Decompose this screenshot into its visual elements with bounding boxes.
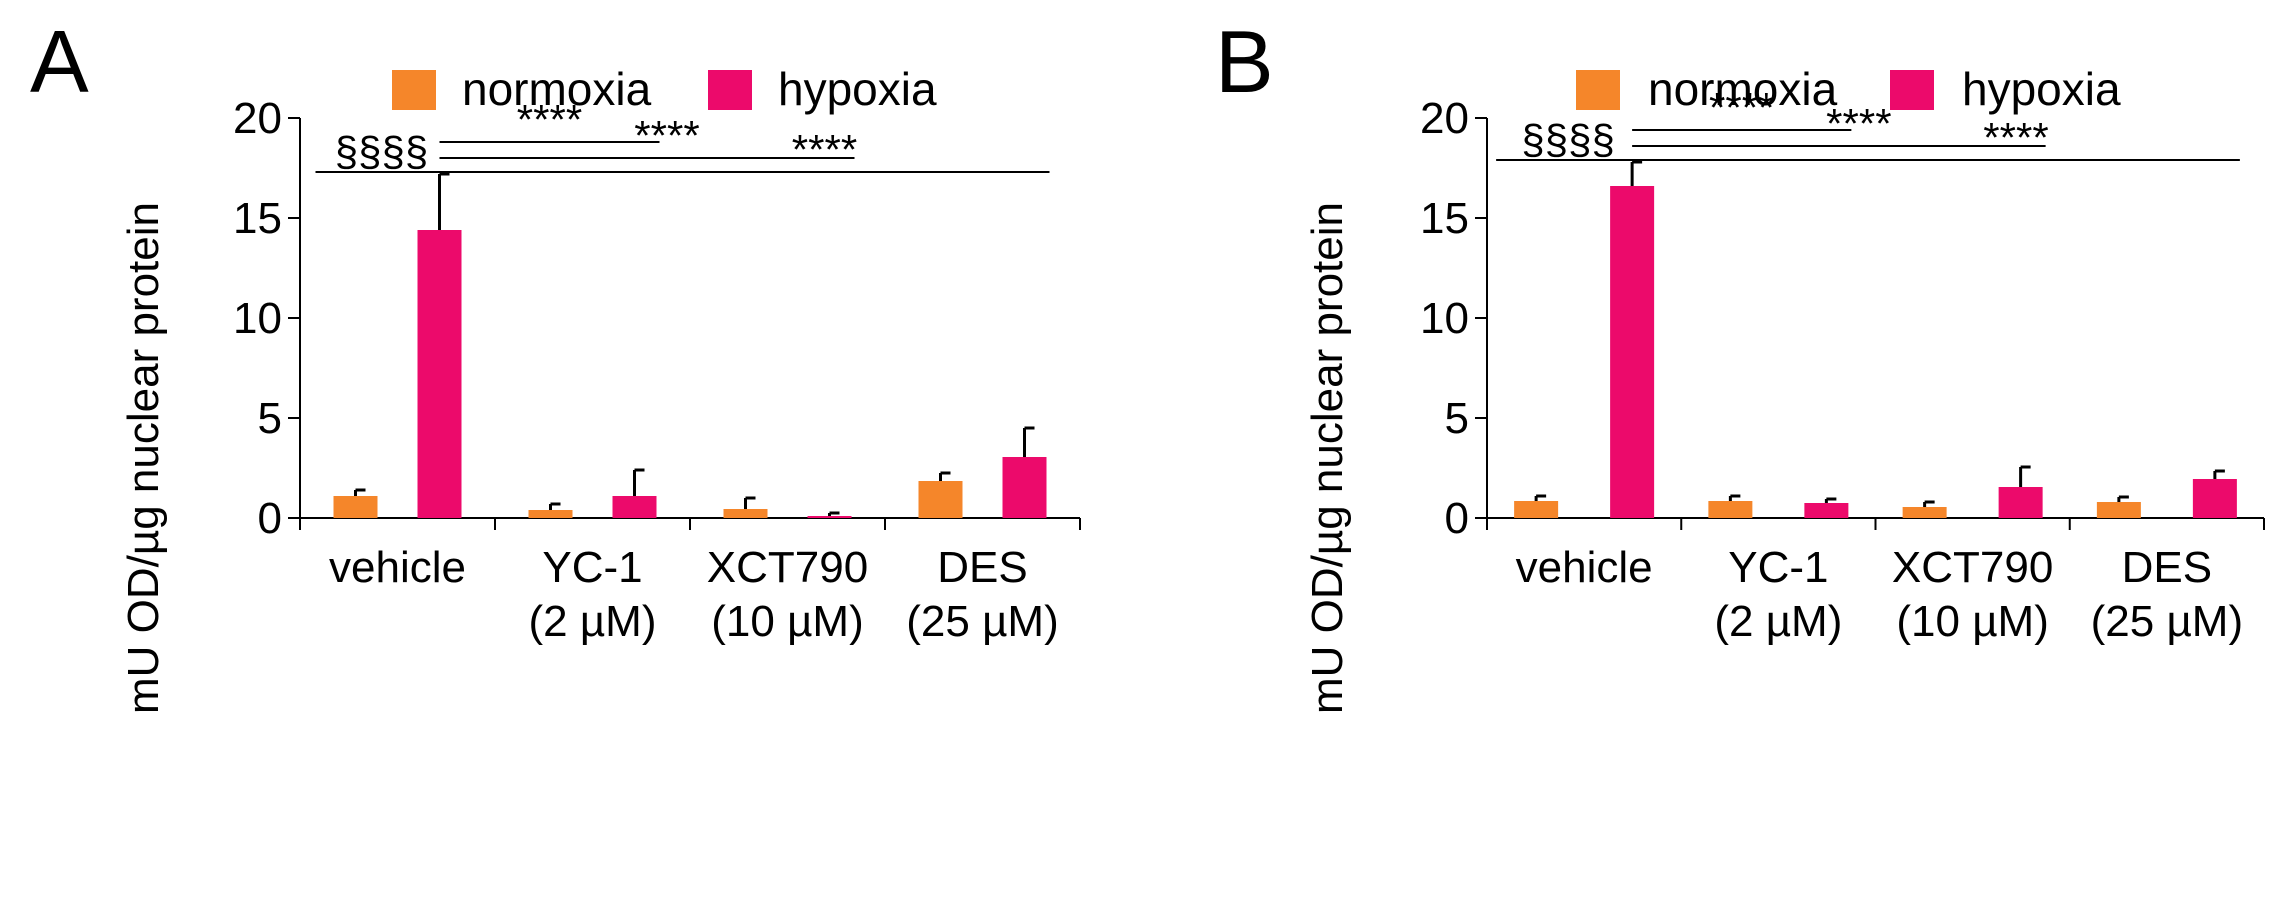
significance-label-section: §§§§ xyxy=(335,128,428,175)
significance-label-section: §§§§ xyxy=(1521,116,1614,163)
x-category-label: (2 µM) xyxy=(1714,597,1842,646)
x-category-label: XCT790 xyxy=(707,543,868,592)
significance-label-stars: **** xyxy=(1983,114,2048,161)
bar-hypoxia xyxy=(612,496,657,518)
bar-hypoxia xyxy=(1804,503,1849,518)
bar-normoxia xyxy=(1902,507,1947,518)
legend-normoxia-swatch xyxy=(1576,70,1620,110)
x-category-label: vehicle xyxy=(329,543,466,592)
bar-hypoxia xyxy=(2192,479,2237,518)
panel-a-letter: A xyxy=(30,12,89,111)
x-category-label: (25 µM) xyxy=(2091,597,2243,646)
significance-label-stars: **** xyxy=(792,126,857,173)
bar-normoxia xyxy=(723,509,768,518)
bar-normoxia xyxy=(1514,501,1559,518)
y-tick-label: 15 xyxy=(233,194,282,243)
y-tick-label: 0 xyxy=(258,494,282,543)
x-category-label: (10 µM) xyxy=(1896,597,2048,646)
legend-hypoxia-swatch xyxy=(708,70,752,110)
x-category-label: DES xyxy=(2122,543,2212,592)
legend-hypoxia-label: hypoxia xyxy=(1962,63,2121,115)
bar-normoxia xyxy=(1708,501,1753,518)
x-category-label: YC-1 xyxy=(1728,543,1828,592)
x-category-label: (10 µM) xyxy=(711,597,863,646)
y-tick-label: 5 xyxy=(1445,394,1469,443)
bar-hypoxia xyxy=(417,230,462,518)
significance-label-stars: **** xyxy=(517,96,582,143)
legend-normoxia-label: normoxia xyxy=(462,63,652,115)
y-tick-label: 10 xyxy=(233,294,282,343)
x-category-label: (2 µM) xyxy=(528,597,656,646)
bar-hypoxia xyxy=(1998,487,2043,518)
bar-hypoxia xyxy=(1610,186,1655,518)
x-category-label: XCT790 xyxy=(1892,543,2053,592)
y-tick-label: 15 xyxy=(1420,194,1469,243)
bar-hypoxia xyxy=(807,516,852,518)
panel-b-letter: B xyxy=(1215,12,1274,111)
legend-hypoxia-swatch xyxy=(1890,70,1934,110)
x-category-label: YC-1 xyxy=(542,543,642,592)
bar-normoxia xyxy=(2096,502,2141,518)
x-category-label: (25 µM) xyxy=(906,597,1058,646)
panel-b: B normoxia hypoxia mU OD/µg nuclear prot… xyxy=(1215,12,2265,714)
bar-normoxia xyxy=(528,510,573,518)
plot-area: 0 5 10 15 20 vehicle YC-1 (2 µM) XCT790 (10 µM) DE… xyxy=(1420,84,2265,646)
y-axis-label: mU OD/µg nuclear protein xyxy=(119,202,168,714)
significance-label-stars: **** xyxy=(634,112,699,159)
y-axis-label: mU OD/µg nuclear protein xyxy=(1303,202,1352,714)
y-tick-label: 0 xyxy=(1445,494,1469,543)
significance-label-stars: **** xyxy=(1826,100,1891,147)
bar-normoxia xyxy=(333,496,378,518)
legend-hypoxia-label: hypoxia xyxy=(778,63,937,115)
significance-label-stars: **** xyxy=(1709,84,1774,131)
y-tick-label: 10 xyxy=(1420,294,1469,343)
legend-normoxia-swatch xyxy=(392,70,436,110)
panel-a: A normoxia hypoxia mU OD/µg nuclear prot… xyxy=(30,12,1081,714)
bar-normoxia xyxy=(918,481,963,518)
x-category-label: DES xyxy=(937,543,1027,592)
legend-normoxia-label: normoxia xyxy=(1648,63,1838,115)
x-category-label: vehicle xyxy=(1516,543,1653,592)
y-tick-label: 5 xyxy=(258,394,282,443)
bar-hypoxia xyxy=(1002,457,1047,518)
y-tick-label: 20 xyxy=(233,94,282,143)
plot-area: 0 5 10 15 20 vehicle YC-1 (2 µM) XCT790 (10 µM) DE… xyxy=(233,94,1081,646)
y-tick-label: 20 xyxy=(1420,94,1469,143)
